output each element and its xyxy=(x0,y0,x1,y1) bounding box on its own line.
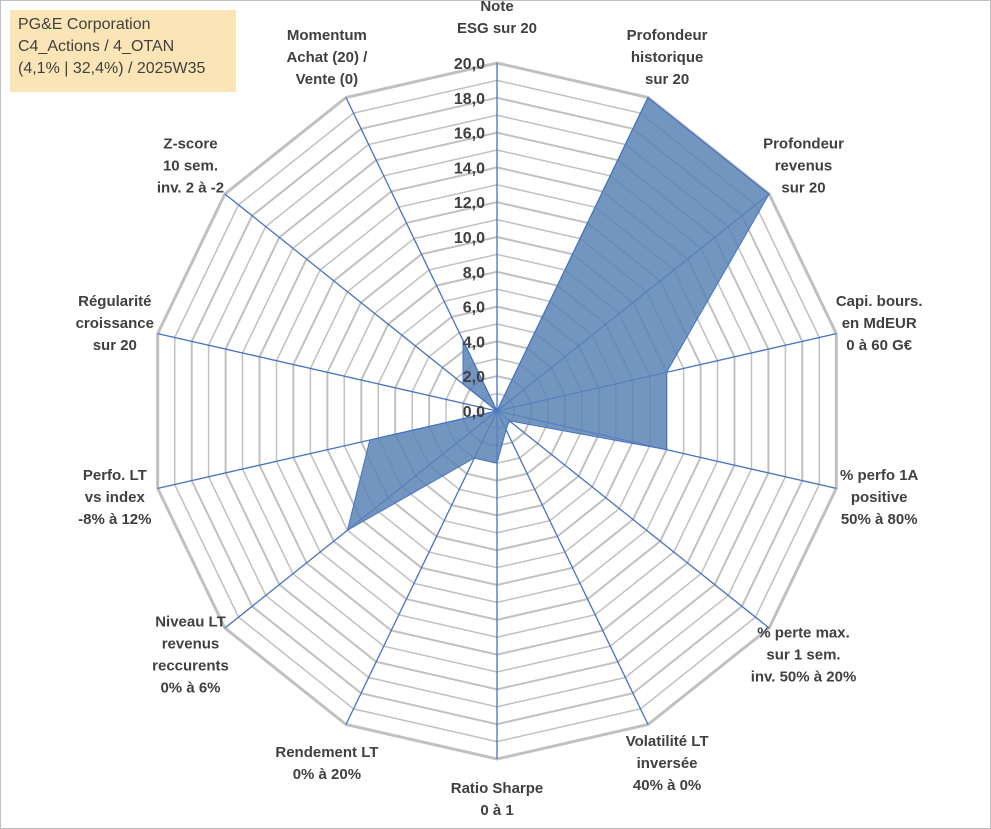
info-box: PG&E Corporation C4_Actions / 4_OTAN (4,… xyxy=(10,10,236,92)
axis-label: Rendement LT 0% à 20% xyxy=(275,744,378,783)
axis-label-line: en MdEUR xyxy=(842,315,917,332)
axis-label-line: Note xyxy=(480,0,513,15)
tick-label: 6,0 xyxy=(463,300,485,317)
axis-spoke xyxy=(157,332,498,412)
tick-label: 18,0 xyxy=(454,91,485,108)
axis-label-line: historique xyxy=(631,49,704,66)
axis-label: Régularité croissance sur 20 xyxy=(76,293,154,354)
company-name: PG&E Corporation xyxy=(18,16,151,33)
axis-label-line: inversée xyxy=(637,755,698,772)
axis-label-line: sur 20 xyxy=(781,180,825,197)
tick-label: 4,0 xyxy=(463,334,485,351)
tick-label: 0,0 xyxy=(463,404,485,421)
axis-label-line: Momentum xyxy=(287,27,367,44)
axis-label: Capi. bours. en MdEUR 0 à 60 G€ xyxy=(836,293,923,354)
axis-label-line: revenus xyxy=(775,158,833,175)
axis-label-line: 0% à 6% xyxy=(160,679,220,696)
axis-label-line: Profondeur xyxy=(763,136,844,153)
axis-spoke xyxy=(345,410,498,725)
tick-label: 12,0 xyxy=(454,195,485,212)
axis-label-line: Profondeur xyxy=(627,27,708,44)
axis-label-line: Rendement LT xyxy=(275,744,378,761)
tick-label: 8,0 xyxy=(463,265,485,282)
axis-label-line: inv. 50% à 20% xyxy=(751,668,857,685)
axis-label-line: sur 1 sem. xyxy=(766,646,840,663)
axis-label-line: -8% à 12% xyxy=(78,511,151,528)
axis-label-line: sur 20 xyxy=(645,71,689,88)
axis-label: Profondeur revenus sur 20 xyxy=(763,136,844,197)
axis-label-line: Achat (20) / xyxy=(286,49,368,66)
axis-label-line: 40% à 0% xyxy=(633,777,701,794)
axis-spoke xyxy=(496,410,649,725)
axis-label-line: Z-score xyxy=(163,136,217,153)
axis-label-line: % perte max. xyxy=(757,624,850,641)
axis-label-line: Capi. bours. xyxy=(836,293,923,310)
axis-label-line: revenus xyxy=(162,635,220,652)
axis-label: Momentum Achat (20) / Vente (0) xyxy=(286,27,368,88)
axis-label-line: 10 sem. xyxy=(163,158,218,175)
axis-label-line: % perfo 1A xyxy=(840,467,919,484)
axis-label: Volatilité LT inversée 40% à 0% xyxy=(626,733,709,794)
axis-label: Z-score 10 sem. inv. 2 à -2 xyxy=(157,136,224,197)
weights-and-week: (4,1% | 32,4%) / 2025W35 xyxy=(18,60,206,77)
axis-label-line: vs index xyxy=(85,489,146,506)
label-layer: Note ESG sur 20 Profondeur historique sur 20… xyxy=(76,0,923,819)
axis-label: % perfo 1A positive 50% à 80% xyxy=(840,467,919,528)
axis-label-line: reccurents xyxy=(152,657,229,674)
axis-spoke xyxy=(224,193,498,412)
axis-label: Ratio Sharpe 0 à 1 xyxy=(451,780,544,819)
axis-label-line: 0 à 60 G€ xyxy=(846,337,913,354)
series-area xyxy=(346,96,770,532)
portfolio-category: C4_Actions / 4_OTAN xyxy=(18,38,175,55)
tick-label: 20,0 xyxy=(454,56,485,73)
axis-label-line: positive xyxy=(851,489,908,506)
axis-label: % perte max. sur 1 sem. inv. 50% à 20% xyxy=(751,624,857,685)
axis-label-line: sur 20 xyxy=(93,337,137,354)
axis-label-line: ESG sur 20 xyxy=(457,20,537,37)
tick-label: 10,0 xyxy=(454,230,485,247)
series-layer xyxy=(346,96,770,532)
tick-label: 2,0 xyxy=(463,369,485,386)
axis-label-line: croissance xyxy=(76,315,154,332)
axis-label: Perfo. LT vs index -8% à 12% xyxy=(78,467,151,528)
axis-label-line: 50% à 80% xyxy=(841,511,918,528)
tick-label: 14,0 xyxy=(454,160,485,177)
tick-layer: 0,0 2,0 4,0 6,0 8,0 10,0 12,0 14,0 16,0 18,0 20,0 xyxy=(454,56,485,421)
axis-label-line: inv. 2 à -2 xyxy=(157,180,224,197)
axis-label-line: Vente (0) xyxy=(296,71,359,88)
axis-label: Niveau LT revenus reccurents 0% à 6% xyxy=(152,613,229,696)
axis-label-line: Perfo. LT xyxy=(83,467,147,484)
tick-label: 16,0 xyxy=(454,126,485,143)
axis-label: Note ESG sur 20 xyxy=(457,0,537,37)
axis-label-line: Ratio Sharpe xyxy=(451,780,544,797)
axis-label-line: Régularité xyxy=(78,293,151,310)
axis-label-line: Volatilité LT xyxy=(626,733,709,750)
axis-label-line: 0% à 20% xyxy=(293,766,361,783)
axis-label: Profondeur historique sur 20 xyxy=(627,27,708,88)
axis-label-line: 0 à 1 xyxy=(480,802,513,819)
axis-spoke xyxy=(496,410,770,629)
axis-label-line: Niveau LT xyxy=(155,613,226,630)
